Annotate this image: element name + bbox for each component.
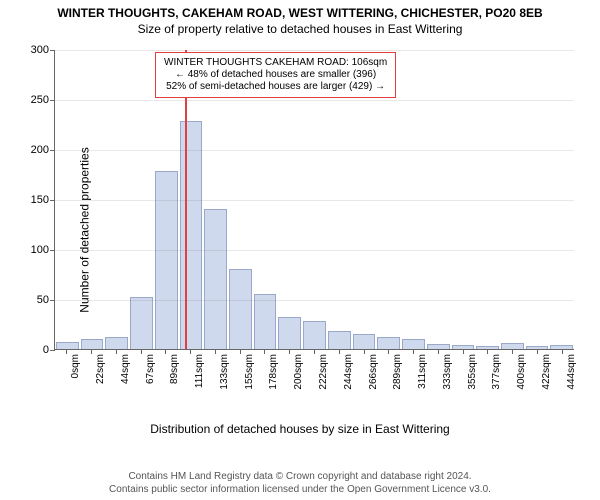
histogram-bar — [328, 331, 351, 349]
histogram-bar — [180, 121, 203, 349]
x-axis-label: Distribution of detached houses by size … — [0, 420, 600, 436]
y-tick-mark — [50, 250, 55, 251]
page-title: WINTER THOUGHTS, CAKEHAM ROAD, WEST WITT… — [0, 0, 600, 20]
histogram-bar — [105, 337, 128, 349]
histogram-bar — [81, 339, 104, 349]
histogram-bar — [303, 321, 326, 349]
x-tick-label: 155sqm — [244, 354, 255, 390]
grid-line — [55, 250, 574, 251]
x-tick-labels: 0sqm 22sqm 44sqm 67sqm 89sqm 111sqm 133sqm 155s… — [54, 350, 574, 410]
histogram-bar — [452, 345, 475, 349]
x-tick-mark — [190, 350, 191, 354]
histogram-bar — [155, 171, 178, 349]
x-tick-label: 400sqm — [516, 354, 527, 390]
x-tick-label: 22sqm — [95, 354, 106, 384]
x-tick-mark — [364, 350, 365, 354]
y-tick-mark — [50, 200, 55, 201]
histogram-bar — [526, 346, 549, 349]
x-tick-mark — [537, 350, 538, 354]
x-tick-mark — [141, 350, 142, 354]
annotation-line: 52% of semi-detached houses are larger (… — [164, 81, 387, 93]
x-tick-mark — [240, 350, 241, 354]
x-tick-label: 377sqm — [491, 354, 502, 390]
x-tick-label: 222sqm — [318, 354, 329, 390]
x-tick-label: 0sqm — [70, 354, 81, 378]
x-tick-mark — [562, 350, 563, 354]
x-tick-mark — [116, 350, 117, 354]
grid-line — [55, 300, 574, 301]
plot-region: 050100150200250300WINTER THOUGHTS CAKEHA… — [54, 50, 574, 350]
histogram-bar — [278, 317, 301, 349]
x-tick-mark — [264, 350, 265, 354]
x-tick-mark — [438, 350, 439, 354]
chart-area: Number of detached properties 0501001502… — [0, 40, 600, 420]
histogram-bar — [377, 337, 400, 349]
x-tick-mark — [314, 350, 315, 354]
x-tick-label: 333sqm — [442, 354, 453, 390]
footer-line-2: Contains public sector information licen… — [0, 483, 600, 496]
x-tick-label: 266sqm — [368, 354, 379, 390]
x-tick-mark — [512, 350, 513, 354]
x-tick-label: 444sqm — [566, 354, 577, 390]
grid-line — [55, 50, 574, 51]
histogram-bar — [130, 297, 153, 349]
x-tick-label: 200sqm — [293, 354, 304, 390]
x-tick-label: 244sqm — [343, 354, 354, 390]
x-tick-mark — [215, 350, 216, 354]
x-tick-label: 178sqm — [268, 354, 279, 390]
y-tick-mark — [50, 50, 55, 51]
histogram-bar — [550, 345, 573, 349]
x-tick-label: 355sqm — [467, 354, 478, 390]
annotation-line: WINTER THOUGHTS CAKEHAM ROAD: 106sqm — [164, 57, 387, 69]
x-tick-mark — [339, 350, 340, 354]
x-tick-label: 44sqm — [120, 354, 131, 384]
annotation-line: ← 48% of detached houses are smaller (39… — [164, 69, 387, 81]
grid-line — [55, 100, 574, 101]
x-tick-mark — [66, 350, 67, 354]
y-tick-mark — [50, 300, 55, 301]
x-tick-label: 289sqm — [392, 354, 403, 390]
histogram-bar — [501, 343, 524, 349]
grid-line — [55, 200, 574, 201]
x-tick-mark — [289, 350, 290, 354]
x-tick-label: 89sqm — [169, 354, 180, 384]
x-tick-label: 311sqm — [417, 354, 428, 389]
x-tick-label: 67sqm — [145, 354, 156, 384]
histogram-bar — [353, 334, 376, 349]
page-subtitle: Size of property relative to detached ho… — [0, 20, 600, 40]
x-tick-mark — [487, 350, 488, 354]
grid-line — [55, 150, 574, 151]
histogram-bar — [254, 294, 277, 349]
annotation-callout: WINTER THOUGHTS CAKEHAM ROAD: 106sqm← 48… — [155, 52, 396, 98]
histogram-bar — [427, 344, 450, 349]
histogram-bar — [476, 346, 499, 349]
histogram-bar — [204, 209, 227, 349]
histogram-bar — [402, 339, 425, 349]
x-tick-label: 422sqm — [541, 354, 552, 390]
y-tick-mark — [50, 100, 55, 101]
x-tick-label: 133sqm — [219, 354, 230, 390]
x-tick-mark — [388, 350, 389, 354]
x-tick-mark — [91, 350, 92, 354]
y-tick-mark — [50, 150, 55, 151]
histogram-bar — [56, 342, 79, 349]
x-tick-mark — [165, 350, 166, 354]
x-tick-mark — [463, 350, 464, 354]
histogram-bar — [229, 269, 252, 349]
footer-line-1: Contains HM Land Registry data © Crown c… — [0, 470, 600, 483]
footer-attribution: Contains HM Land Registry data © Crown c… — [0, 470, 600, 496]
x-tick-label: 111sqm — [194, 354, 205, 388]
x-tick-mark — [413, 350, 414, 354]
